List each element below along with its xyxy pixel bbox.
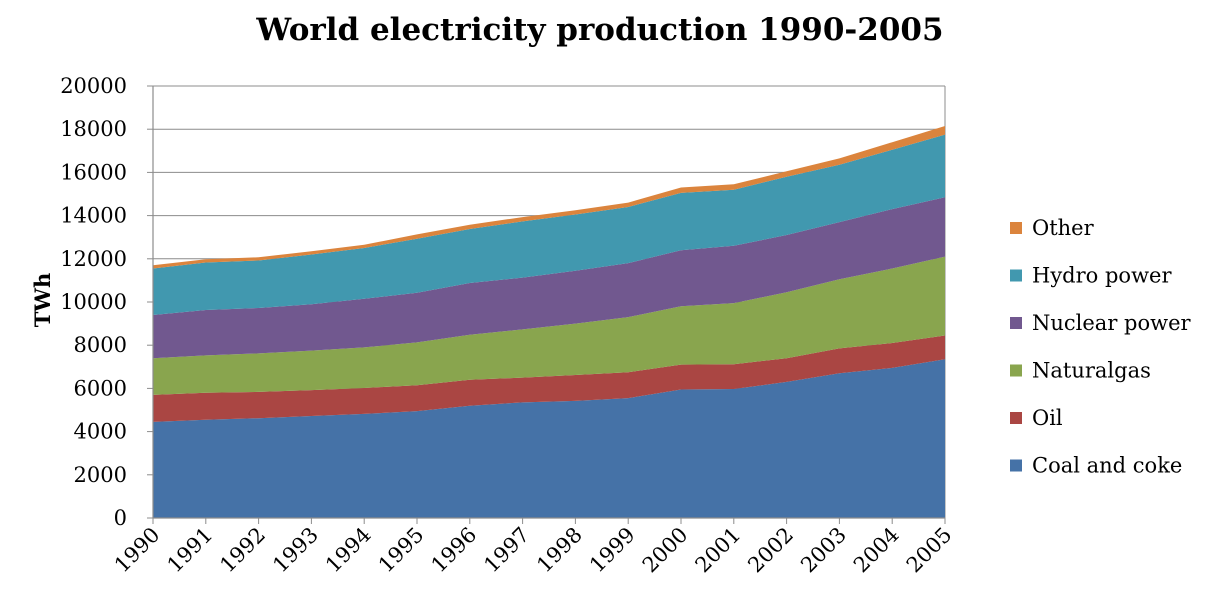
legend-label: Naturalgas (1032, 359, 1151, 383)
y-tick-label: 12000 (60, 247, 127, 271)
y-tick-label: 14000 (60, 204, 127, 228)
legend-label: Oil (1032, 406, 1063, 430)
y-tick-label: 20000 (60, 74, 127, 98)
y-tick-label: 10000 (60, 290, 127, 314)
area-coal-and-coke (153, 359, 945, 518)
y-tick-label: 0 (114, 506, 127, 530)
y-axis-label: TWh (30, 273, 55, 327)
y-tick-label: 4000 (74, 420, 127, 444)
area-oil (153, 335, 945, 422)
x-tick-label: 2002 (743, 523, 798, 578)
legend-label: Coal and coke (1032, 454, 1182, 478)
legend-swatch (1010, 269, 1022, 282)
x-tick-label: 2005 (902, 523, 957, 578)
area-naturalgas (153, 256, 945, 395)
y-tick-label: 8000 (74, 333, 127, 357)
legend-swatch (1010, 459, 1022, 472)
y-tick-label: 2000 (74, 463, 127, 487)
x-tick-label: 1993 (268, 523, 323, 578)
y-tick-label: 6000 (74, 376, 127, 400)
x-tick-label: 2004 (849, 523, 904, 578)
legend-label: Other (1032, 216, 1095, 240)
axes (147, 85, 946, 524)
x-tick-label: 2000 (638, 523, 693, 578)
x-tick-labels: 1990199119921993199419951996199719981999… (110, 523, 957, 578)
y-tick-label: 18000 (60, 117, 127, 141)
legend-swatch (1010, 364, 1022, 377)
x-tick-label: 1991 (163, 523, 218, 578)
legend-label: Hydro power (1032, 264, 1172, 288)
legend-swatch (1010, 412, 1022, 424)
x-tick-label: 2001 (691, 523, 746, 578)
chart-title: World electricity production 1990-2005 (256, 12, 944, 48)
y-tick-labels: 0 2000 4000 6000 8000 10000 12000 14000 16000 180… (60, 74, 127, 530)
area-hydro-power (153, 134, 945, 315)
legend-label: Nuclear power (1032, 311, 1192, 335)
x-tick-label: 1996 (427, 523, 482, 578)
series-areas (153, 126, 945, 518)
legend-swatch (1010, 222, 1022, 234)
area-nuclear-power (153, 197, 945, 359)
legend: Other Hydro power Nuclear power Naturalgas O… (1010, 216, 1192, 478)
x-tick-label: 1992 (215, 523, 270, 578)
legend-swatch (1010, 317, 1022, 329)
x-tick-label: 1997 (479, 523, 534, 578)
x-tick-label: 2003 (796, 523, 851, 578)
x-tick-label: 1998 (532, 523, 587, 578)
y-tick-label: 16000 (60, 160, 127, 184)
x-tick-label: 1994 (321, 523, 376, 578)
x-tick-label: 1995 (374, 523, 429, 578)
x-tick-label: 1999 (585, 523, 640, 578)
x-tick-label: 1990 (110, 523, 165, 578)
